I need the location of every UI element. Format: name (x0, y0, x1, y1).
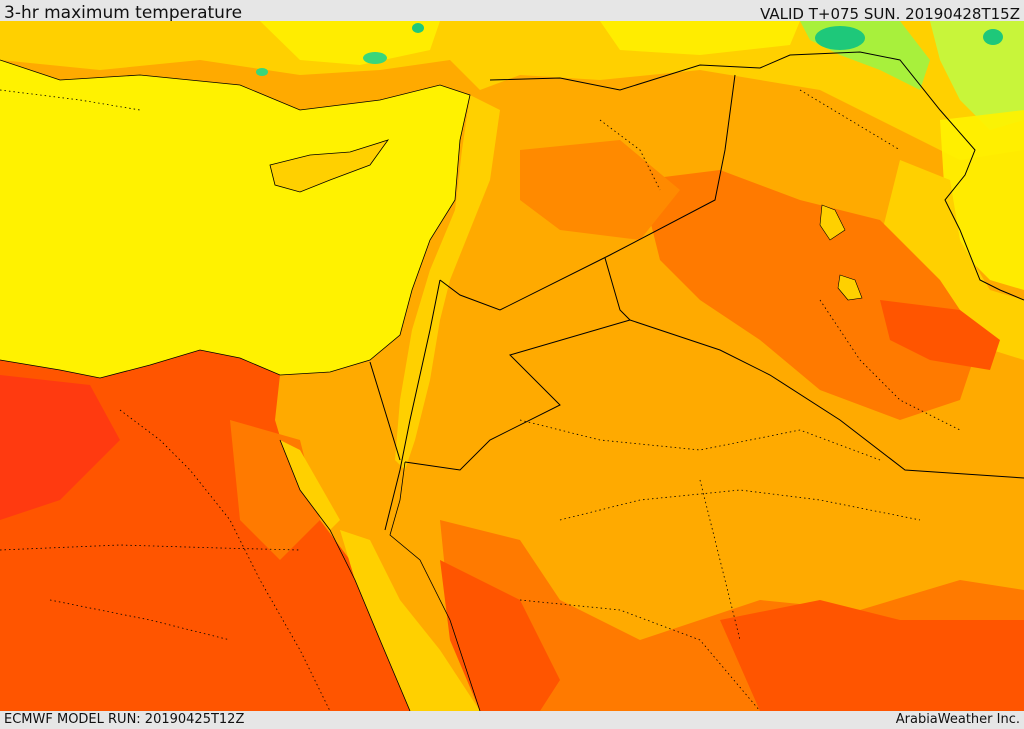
gulf-of-suez (280, 440, 340, 530)
footer-bar: ECMWF MODEL RUN: 20190425T12Z ArabiaWeat… (0, 711, 1024, 729)
green-spot-3 (412, 23, 424, 33)
model-run-label: ECMWF MODEL RUN: 20190425T12Z (4, 712, 245, 727)
syria-dark-orange (520, 140, 680, 240)
red-sea (340, 530, 480, 711)
arabia-se-red (720, 600, 1024, 711)
green-spot-5 (256, 68, 268, 76)
green-patch-ne2 (930, 21, 1024, 130)
turkey-warm-band (0, 21, 1024, 160)
arabia-west-red (440, 560, 560, 711)
iraq-hot-zone (640, 170, 980, 420)
valid-time: VALID T+075 SUN. 20190428T15Z (760, 5, 1020, 23)
iraq-red-zone (880, 300, 1000, 370)
egypt-red-core (0, 375, 120, 520)
coastlines (0, 59, 481, 711)
header-bar: 3-hr maximum temperature VALID T+075 SUN… (0, 0, 1024, 23)
green-spot-4 (363, 52, 387, 64)
levant-coast-band (395, 95, 500, 470)
green-spot-2 (983, 29, 1003, 45)
country-borders (369, 51, 1024, 531)
province-borders (0, 89, 961, 711)
green-spot-1 (815, 26, 865, 50)
cyprus (269, 139, 390, 193)
lake-tharthar (819, 204, 846, 241)
mediterranean-sea (0, 60, 470, 378)
provider-label: ArabiaWeather Inc. (895, 712, 1020, 727)
map-title: 3-hr maximum temperature (4, 3, 243, 23)
turkey-yellow-patches (260, 21, 800, 65)
temperature-map (0, 21, 1024, 711)
lake-habbaniyah (837, 274, 863, 301)
